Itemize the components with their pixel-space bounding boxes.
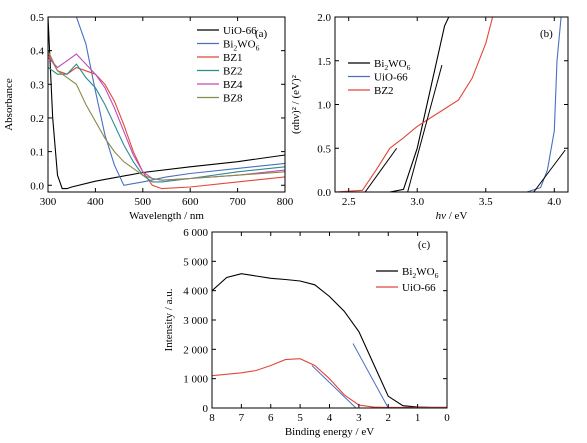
legend-label-BZ8: BZ8 [223,93,243,105]
y-axis-label: (αhν)² / (eV)² [290,74,302,134]
series-line-BZ4 [48,53,285,181]
panel-a: 300 400 500 600 700 800 0.0 0.1 0.2 0.3 0.4 0.5 Wave… [3,12,294,222]
y-tick-label: 3 000 [183,315,208,327]
y-tick-label: 5 000 [183,256,208,268]
x-tick-label: 500 [135,196,152,208]
legend-label-UiO-66: UiO-66 [402,282,436,294]
fit-line [533,149,566,192]
fit-line [352,343,389,408]
x-tick-label: 300 [40,196,57,208]
y-tick-label: 0.5 [30,12,44,24]
series-line-UiO-66 [212,358,447,408]
y-tick-label: 0.0 [30,180,44,192]
series-line-Bi2WO6 [212,273,447,408]
x-tick-label: 800 [277,196,294,208]
y-tick-label: 0.5 [317,143,331,155]
panel-b: 2.5 3.0 3.5 4.0 0.0 0.5 1.0 1.5 2.0 hv / eV (αhν)²… [290,12,569,222]
legend-label-BZ1: BZ1 [223,52,243,64]
y-tick-label: 0.4 [30,46,44,58]
series-line-BZ8 [48,50,285,181]
x-tick-label: 6 [268,412,274,424]
x-tick-label: 5 [297,412,303,424]
panel-label: (b) [540,28,553,40]
y-axis-label: Absorbance [3,78,15,131]
y-tick-label: 6 000 [183,227,208,239]
legend-label-BZ2: BZ2 [223,66,243,78]
x-tick-label: 4 [327,412,333,424]
y-tick-label: 1.5 [317,56,331,68]
x-tick-label: 3.0 [410,196,424,208]
x-tick-label: 2 [386,412,392,424]
series-line-BZ1 [48,53,285,190]
x-tick-label: 3.5 [479,196,493,208]
legend-label-Bi2WO6: Bi2WO6 [223,39,260,53]
fit-line [311,365,357,408]
series-line-Bi2WO6 [335,17,450,192]
y-tick-label: 0 [203,403,209,415]
x-tick-label: 3 [356,412,362,424]
legend-label-BZ2: BZ2 [374,85,394,97]
legend-label-BZ4: BZ4 [223,79,243,91]
panel-label: (a) [255,28,268,40]
y-tick-label: 0.2 [30,113,44,125]
x-tick-label: 0 [444,412,450,424]
panel-c: 8 7 6 5 4 3 2 1 0 0 1 000 2 000 3 000 4 000 5 000 6 000… [163,227,450,438]
x-tick-label: 600 [182,196,199,208]
legend-label-Bi2WO6: Bi2WO6 [374,58,411,72]
series-line-Bi2WO6 [75,17,285,186]
y-tick-label: 1 000 [183,374,208,386]
plot-frame [211,231,448,409]
legend-label-UiO-66: UiO-66 [374,72,408,84]
x-axis-label: Binding energy / eV [285,426,374,438]
y-tick-label: 0.3 [30,79,44,91]
plot-frame [47,16,286,193]
series-line-UiO-66 [48,17,285,190]
x-tick-label: 4.0 [547,196,561,208]
y-axis-label: Intensity / a.u. [163,288,175,351]
series-line-BZ2 [48,63,285,183]
x-axis-label: hv / eV [436,210,468,222]
x-tick-label: 400 [87,196,104,208]
legend-label-Bi2WO6: Bi2WO6 [402,266,439,280]
y-tick-label: 4 000 [183,286,208,298]
panel-label: (c) [418,239,431,251]
fit-line [407,64,443,192]
x-tick-label: 7 [239,412,245,424]
x-tick-label: 700 [229,196,246,208]
y-tick-label: 2.0 [317,12,331,24]
x-tick-label: 1 [415,412,421,424]
y-tick-label: 1.0 [317,100,331,112]
series-line-BZ2 [335,17,494,192]
x-tick-label: 2.5 [342,196,356,208]
x-tick-label: 8 [209,412,215,424]
y-tick-label: 2 000 [183,344,208,356]
fit-line [364,147,398,192]
x-axis-label: Wavelength / nm [129,210,204,222]
y-tick-label: 0.1 [30,147,44,159]
y-tick-label: 0.0 [317,187,331,199]
legend-label-UiO-66: UiO-66 [223,25,257,37]
series-line-UiO-66 [335,17,562,192]
